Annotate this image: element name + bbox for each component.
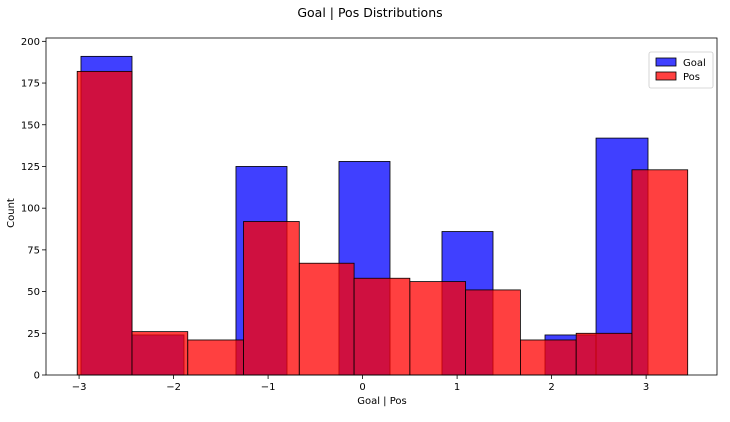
y-tick-label: 200	[21, 37, 40, 48]
y-tick-label: 150	[21, 120, 40, 131]
axes-layer: −3 −2 −1 0 1 2 3 0 25 50 75 100 125 150 175 200	[21, 37, 718, 393]
y-tick-label: 75	[27, 245, 40, 256]
chart-title: Goal | Pos Distributions	[297, 5, 442, 20]
x-tick-label: −1	[261, 382, 276, 393]
pos-bar-8	[520, 339, 577, 376]
plot-frame	[45, 37, 718, 376]
goal-legend-label: Goal	[683, 58, 706, 69]
pos-bar-5	[353, 277, 411, 376]
legend: Goal Pos	[648, 51, 714, 89]
y-tick-label: 50	[27, 287, 40, 298]
y-tick-label: 100	[21, 204, 40, 215]
pos-bar-0	[76, 70, 133, 376]
y-tick-label: 0	[34, 371, 40, 382]
x-tick-label: −3	[72, 382, 87, 393]
x-tick-label: −2	[166, 382, 181, 393]
pos-bar-2	[187, 339, 244, 376]
y-tick-label: 125	[21, 162, 40, 173]
goal-legend-swatch	[655, 57, 677, 67]
x-tick-label: 2	[548, 382, 554, 393]
x-tick-label: 3	[643, 382, 649, 393]
pos-bar-10	[631, 169, 689, 376]
pos-legend-label: Pos	[683, 72, 700, 83]
x-tick-label: 0	[359, 382, 365, 393]
bars-layer	[76, 55, 689, 376]
x-tick-label: 1	[454, 382, 460, 393]
pos-bar-4	[298, 262, 355, 376]
pos-bar-1	[131, 331, 189, 376]
pos-bar-9	[575, 332, 633, 376]
pos-bar-7	[465, 289, 521, 376]
pos-bar-3	[243, 221, 300, 376]
x-axis-label: Goal | Pos	[357, 396, 407, 407]
y-axis-label: Count	[6, 198, 17, 228]
pos-legend-swatch	[655, 71, 677, 81]
pos-bar-6	[409, 281, 467, 376]
y-tick-label: 25	[27, 329, 40, 340]
y-tick-label: 175	[21, 79, 40, 90]
